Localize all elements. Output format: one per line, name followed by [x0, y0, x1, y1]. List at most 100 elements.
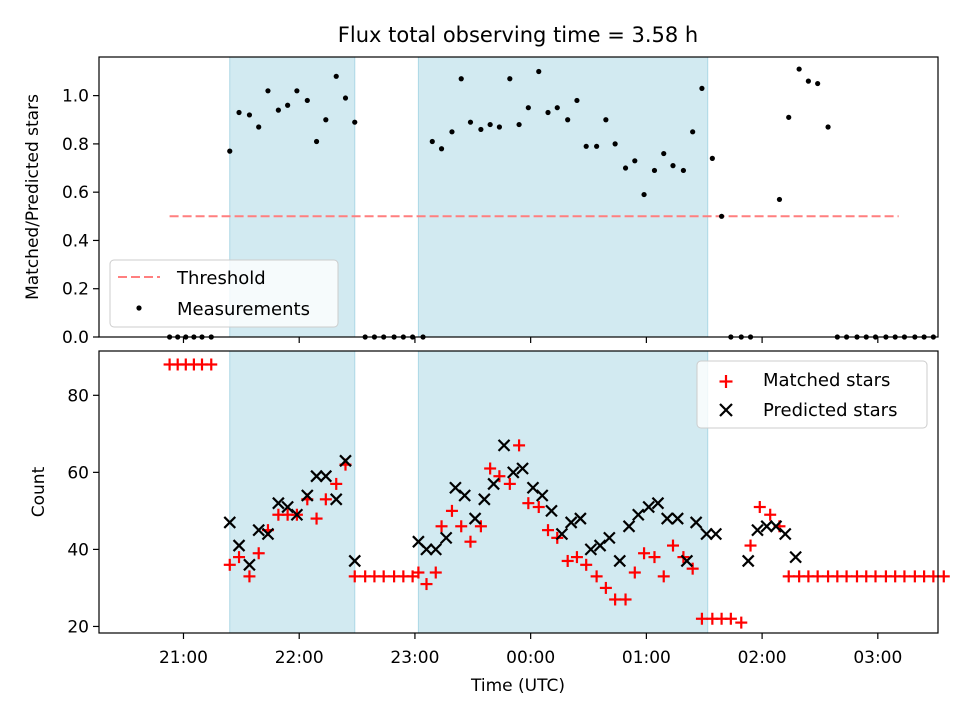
measurement-point	[342, 95, 349, 101]
measurement-point	[670, 163, 676, 169]
measurement-point	[507, 76, 513, 82]
predicted-star-point	[545, 504, 558, 518]
legend-threshold-label: Threshold	[176, 268, 266, 289]
predicted-star-point	[789, 550, 802, 564]
measurement-point	[699, 85, 705, 91]
count-panel: 20 40 60 80 21:00 22:00 23:00 00:00 01:00 02:00 0…	[29, 350, 950, 696]
matched-star-point	[735, 616, 748, 629]
measurement-point	[545, 109, 551, 116]
measurement-point	[429, 138, 435, 145]
matched-star-point	[570, 551, 583, 564]
measurement-point	[516, 121, 522, 128]
count-x-tick-label-4: 01:00	[622, 648, 671, 668]
ratio-shaded-regions	[229, 56, 709, 338]
predicted-star-point	[671, 512, 684, 525]
matched-star-point	[252, 547, 265, 560]
measurement-point	[256, 124, 262, 130]
measurement-point	[825, 124, 831, 130]
measurement-point	[815, 80, 821, 87]
count-shaded-region-0	[229, 350, 356, 634]
count-x-tick-label-0: 21:00	[159, 648, 208, 668]
count-y-tick-label-1: 40	[67, 540, 89, 560]
predicted-star-point	[760, 520, 774, 533]
predicted-star-point	[439, 531, 453, 545]
matched-star-point	[464, 535, 477, 548]
measurement-point	[478, 126, 484, 133]
predicted-star-point	[232, 539, 246, 552]
ratio-x-ticks	[182, 337, 879, 343]
measurement-point	[583, 143, 589, 149]
predicted-star-point	[689, 516, 703, 529]
ratio-panel: 0.0 0.2 0.4 0.6 0.8 1.0 Matched/Predicted sta…	[23, 56, 939, 348]
matched-star-point	[348, 570, 361, 583]
count-y-ticks: 20 40 60 80	[67, 386, 99, 637]
legend-predicted-swatch	[719, 403, 733, 417]
matched-star-point	[522, 497, 535, 510]
predicted-star-point	[478, 493, 491, 506]
predicted-star-point	[584, 543, 598, 556]
matched-star-point	[648, 551, 661, 564]
predicted-star-point	[507, 466, 520, 479]
matched-star-point	[223, 558, 236, 571]
matched-star-point	[695, 612, 708, 625]
measurement-point	[265, 88, 271, 94]
ratio-legend-box	[109, 259, 339, 328]
predicted-star-point	[516, 462, 529, 475]
measurement-point	[294, 88, 300, 94]
measurement-point	[565, 117, 571, 123]
matched-star-point	[937, 570, 950, 583]
predicted-star-point	[564, 516, 578, 529]
count-x-tick-label-2: 23:00	[390, 648, 439, 668]
count-x-tick-label-6: 03:00	[853, 648, 902, 668]
ratio-y-tick-label-2: 0.4	[62, 231, 89, 251]
legend-measurement-swatch	[136, 305, 142, 311]
ratio-shaded-region-1	[417, 56, 709, 338]
matched-star-point	[429, 566, 442, 579]
matched-star-point	[233, 551, 246, 564]
measurement-point	[622, 165, 629, 171]
matched-star-point	[532, 501, 545, 514]
predicted-star-point	[348, 554, 362, 568]
predicted-star-point	[555, 527, 569, 541]
measurement-point	[487, 121, 493, 128]
measurement-point	[536, 68, 542, 75]
matched-star-point	[205, 358, 218, 371]
matched-star-point	[666, 539, 679, 552]
measurement-point	[285, 102, 291, 108]
matched-star-point	[484, 462, 497, 475]
ratio-y-tick-label-3: 0.6	[62, 183, 89, 203]
count-x-tick-label-1: 22:00	[275, 648, 324, 668]
measurement-point	[246, 112, 253, 118]
predicted-star-point	[252, 523, 265, 537]
legend-matched-label: Matched stars	[763, 370, 890, 391]
predicted-star-point	[458, 489, 471, 502]
measurement-point	[352, 119, 358, 125]
predicted-star-point	[613, 554, 627, 568]
predicted-star-point	[319, 469, 333, 483]
legend-predicted-label: Predicted stars	[763, 400, 897, 421]
measurement-point	[554, 105, 560, 111]
predicted-star-point	[622, 520, 636, 533]
count-axes-frame	[98, 350, 939, 634]
count-x-ticks: 21:00 22:00 23:00 00:00 01:00 02:00 03:00	[159, 633, 902, 668]
predicted-star-point	[223, 516, 237, 529]
measurement-point	[304, 97, 310, 104]
ratio-y-tick-label-0: 0.0	[62, 328, 89, 348]
count-y-axis-label: Count	[29, 466, 49, 517]
measurement-point	[323, 117, 329, 123]
chart-title: Flux total observing time = 3.58 h	[338, 23, 698, 47]
predicted-star-point	[631, 508, 645, 522]
measurement-point	[805, 78, 811, 84]
measurement-point	[496, 124, 503, 130]
predicted-star-point	[420, 543, 433, 556]
ratio-legend: Threshold Measurements	[109, 259, 339, 328]
ratio-y-ticks: 0.0 0.2 0.4 0.6 0.8 1.0	[62, 87, 99, 348]
measurement-point	[275, 107, 281, 113]
matched-star-point	[609, 593, 622, 606]
ratio-y-tick-label-4: 0.8	[62, 135, 89, 155]
measurement-point	[236, 109, 242, 116]
matched-star-point	[445, 504, 458, 517]
measurement-point	[525, 105, 531, 111]
matched-star-point	[619, 593, 632, 606]
